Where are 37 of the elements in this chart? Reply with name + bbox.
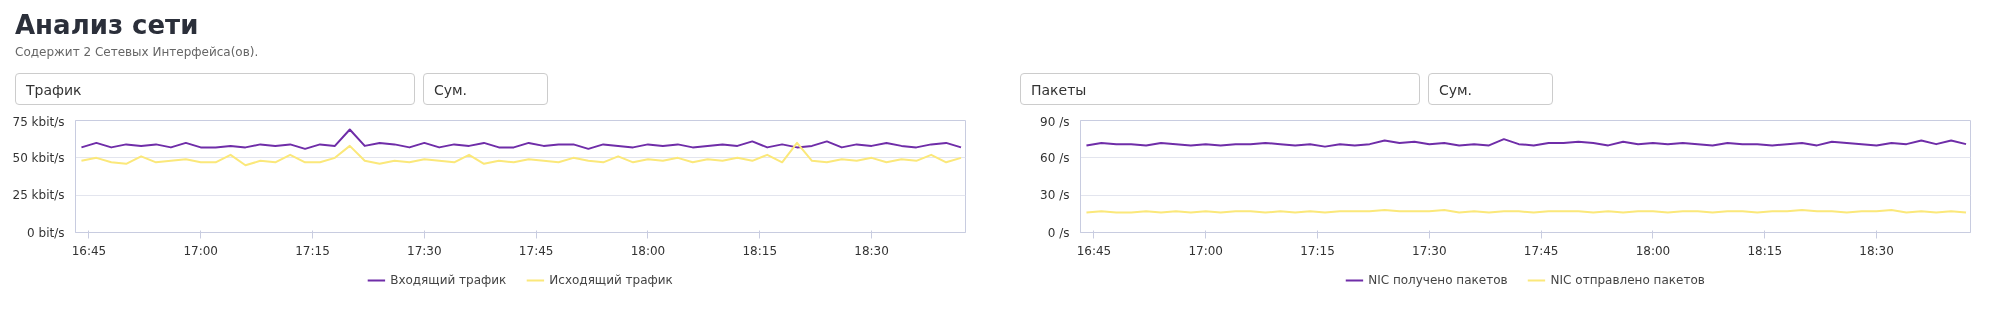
legend-label: Исходящий трафик — [549, 273, 673, 287]
y-tick-label: 75 kbit/s — [12, 114, 65, 129]
legend-label: NIC получено пакетов — [1368, 273, 1508, 287]
x-tick-label: 18:15 — [742, 243, 778, 258]
text: Трафик — [15, 73, 415, 105]
x-tick-label: 17:30 — [1412, 243, 1447, 258]
y-tick-label: 50 kbit/s — [12, 150, 65, 165]
x-tick-label: 18:30 — [1859, 243, 1894, 258]
y-tick-label: 30 /s — [1040, 188, 1070, 203]
x-tick-label: 16:45 — [71, 243, 107, 258]
x-tick-label: 18:00 — [1635, 243, 1671, 258]
legend-label: NIC отправлено пакетов — [1550, 273, 1705, 287]
x-tick-label: 17:45 — [518, 243, 554, 258]
text: Сум. — [1428, 73, 1553, 105]
x-tick-label: 17:15 — [1300, 243, 1335, 258]
x-tick-label: 17:15 — [295, 243, 330, 258]
y-tick-label: 90 /s — [1040, 114, 1070, 129]
chart-subtitle: Содержит 2 Сетевых Интерфейса(ов). — [15, 44, 259, 62]
y-tick-label: 25 kbit/s — [12, 188, 65, 203]
x-tick-label: 17:00 — [183, 243, 219, 258]
y-tick-label: 60 /s — [1040, 150, 1070, 165]
x-tick-label: 18:00 — [630, 243, 666, 258]
line-series — [1085, 138, 1968, 148]
text: Пакеты — [1020, 73, 1420, 105]
line-series — [80, 128, 963, 150]
y-tick-label: 0 /s — [1047, 225, 1070, 240]
x-tick-label: 16:45 — [1076, 243, 1112, 258]
x-tick-label: 18:15 — [1747, 243, 1783, 258]
x-tick-label: 17:45 — [1523, 243, 1559, 258]
text: Сум. — [423, 73, 548, 105]
y-tick-label: 0 bit/s — [27, 225, 65, 240]
line-series — [80, 141, 963, 167]
legend-label: Входящий трафик — [390, 273, 507, 287]
chart-title: Анализ сети — [15, 9, 200, 42]
x-tick-label: 17:00 — [1188, 243, 1224, 258]
x-tick-label: 18:30 — [854, 243, 889, 258]
x-tick-label: 17:30 — [407, 243, 442, 258]
